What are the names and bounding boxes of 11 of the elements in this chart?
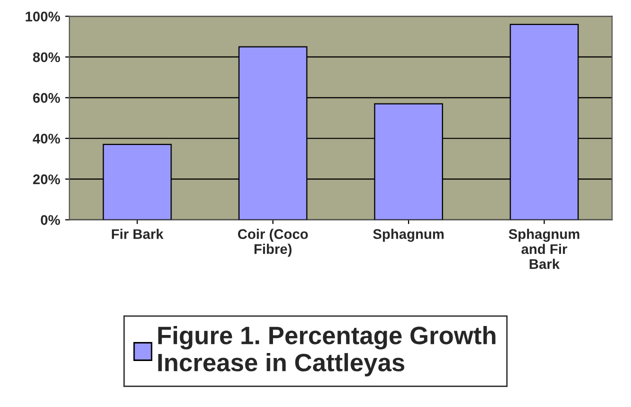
y-tick-label: 80% xyxy=(33,52,60,62)
legend-label: Figure 1. Percentage Growth Increase in Cattleyas xyxy=(158,326,496,376)
x-tick-label: Sphagnum and Fir Bark xyxy=(508,228,580,269)
x-tick-label: Sphagnum xyxy=(373,228,444,242)
y-tick-label: 0% xyxy=(40,215,60,225)
y-tick-label: 40% xyxy=(32,134,60,144)
x-tick-label: Fir Bark xyxy=(112,228,164,240)
y-tick-label: 60% xyxy=(33,93,60,103)
y-tick-label: 20% xyxy=(33,174,60,184)
x-tick-label: Coir (Coco Fibre) xyxy=(238,228,308,257)
y-tick-label: 100% xyxy=(26,12,60,22)
